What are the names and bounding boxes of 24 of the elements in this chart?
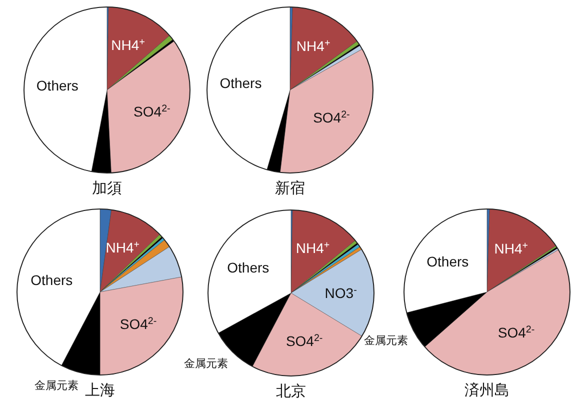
slice-label: Others [30,272,73,288]
slice-label: SO4$^{2-}$ [286,332,323,349]
text: 済州島 [464,382,510,399]
slice-label: Others [426,253,469,270]
slice-label: 金属元素 [184,356,228,370]
slice-label: 金属元素 [34,379,79,392]
slice-label: SO4$^{2-}$ [498,324,535,340]
text: 北京 [276,383,306,400]
slice-label: 金属元素 [364,334,408,347]
slice-label: Others [227,260,270,276]
slice-label: SO4$^{2-}$ [120,315,157,332]
slice-label: Others [220,74,262,91]
slice-label: NH4$^{+}$ [111,36,146,53]
text: 上海 [85,382,115,399]
slice-label: Others [36,77,78,94]
slice-label: SO4$^{2-}$ [313,109,350,126]
slice-label: SO4$^{2-}$ [134,102,170,120]
text: 新宿 [275,180,305,197]
slice-label: NH4$^{+}$ [494,240,528,256]
slice-label: NH4$^{+}$ [296,37,330,54]
slice-label: NO3$^{-}$ [324,284,357,301]
slice-label: NH4$^{+}$ [106,239,140,256]
text: 加須 [92,180,122,197]
slice-label: NH4$^{+}$ [296,240,330,256]
